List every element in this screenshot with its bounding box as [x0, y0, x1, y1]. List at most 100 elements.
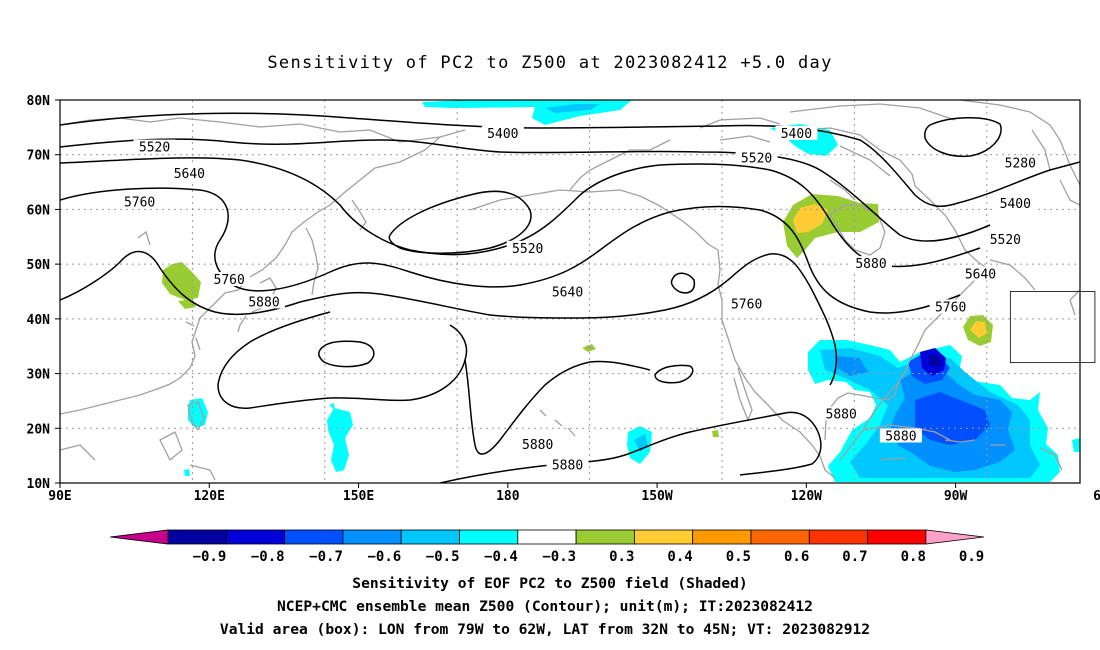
shade-atlantic-yellow: [970, 321, 987, 338]
contour-ring-small: [670, 272, 696, 294]
contour-label-bg: [725, 296, 768, 311]
contour-label: 5640: [174, 167, 205, 182]
contour-label-bg: [879, 428, 922, 443]
lon-label: 150W: [641, 489, 672, 504]
colorbar: −0.9 −0.8 −0.7 −0.6 −0.5 −0.4 −0.3 0.3 0.4 0.5 0.6…: [109, 529, 984, 565]
contour-label: 5880: [522, 438, 553, 453]
sensitivity-shading: [162, 100, 1080, 482]
lon-label: 180: [496, 489, 520, 504]
contour-label: 5880: [826, 408, 857, 423]
colorbar-swatch: [867, 529, 927, 545]
colorbar-swatch: [167, 529, 227, 545]
colorbar-label: −0.7: [309, 549, 343, 565]
colorbar-label: −0.3: [542, 549, 576, 565]
colorbar-label: 0.8: [901, 549, 926, 565]
contour-label-bg: [118, 194, 161, 209]
caption-line-3: Valid area (box): LON from 79W to 62W, L…: [220, 621, 870, 638]
colorbar-swatch: [808, 529, 868, 545]
map-frame: [59, 99, 1081, 484]
colorbar-swatch: [575, 529, 635, 545]
contour-label-bg: [516, 437, 559, 452]
lat-label: 50N: [27, 258, 51, 273]
map-panel: 5400 5400 5520 5520 5640 5760 5280 5400 5520 5640…: [27, 94, 1100, 504]
contour-label-bg: [850, 256, 893, 271]
shade-arctic-blue: [545, 104, 600, 113]
lon-axis: 90E 120E 150E 180 150W 120W 90W 60W: [48, 483, 1100, 504]
contour-label-bg: [506, 240, 549, 255]
shade-midpac-cyan2: [329, 403, 335, 410]
contour-label: 5640: [965, 268, 996, 283]
contour-5280: [924, 117, 1002, 158]
colorbar-swatch: [284, 529, 344, 545]
contour-5520-trough: [388, 190, 532, 254]
contour-label: 5760: [935, 300, 966, 315]
lat-label: 30N: [27, 368, 51, 383]
lat-label: 70N: [27, 149, 51, 164]
lon-label: 90W: [944, 489, 968, 504]
contour-label: 5400: [1000, 197, 1031, 212]
colorbar-swatch: [692, 529, 752, 545]
lat-label: 20N: [27, 422, 51, 437]
shade-hawaii-green: [582, 344, 596, 352]
shade-gulf-darkest: [928, 355, 940, 366]
colorbar-label: 0.6: [784, 549, 809, 565]
contour-label-bg: [959, 266, 1002, 281]
contour-label-bg: [133, 139, 176, 154]
caption-line-2: NCEP+CMC ensemble mean Z500 (Contour); u…: [277, 598, 813, 615]
contour-5520: [60, 138, 991, 242]
colorbar-swatch: [400, 529, 460, 545]
lat-label: 80N: [27, 94, 51, 109]
colorbar-label: −0.6: [367, 549, 401, 565]
contour-label: 5640: [552, 286, 583, 301]
contour-ring-west: [318, 340, 375, 368]
contour-5640: [60, 157, 981, 268]
colorbar-swatch: [634, 529, 694, 545]
contour-label-bg: [168, 165, 211, 180]
lon-label: 90E: [48, 489, 71, 504]
contour-label-bg: [999, 155, 1042, 170]
colorbar-low-arrow: [109, 529, 169, 545]
valid-area-box: [1009, 291, 1096, 364]
lon-label: 60W: [1093, 489, 1100, 504]
colorbar-label: 0.4: [667, 549, 692, 565]
shade-carib-cyan: [1072, 438, 1080, 452]
lon-label: 120E: [194, 489, 225, 504]
contour-label-bg: [984, 232, 1027, 247]
contour-5880-west: [60, 250, 838, 386]
contour-label-bg: [929, 299, 972, 314]
contour-label: 5280: [1005, 156, 1036, 171]
coastlines: [60, 100, 1080, 481]
contour-label: 5880: [248, 295, 279, 310]
contour-label-bg: [775, 125, 818, 140]
lon-label: 120W: [791, 489, 822, 504]
lon-label: 150E: [343, 489, 374, 504]
z500-contours: [60, 112, 1080, 483]
contour-ring-mid: [654, 364, 694, 384]
colorbar-high-arrow: [925, 529, 984, 545]
colorbar-swatch: [225, 529, 286, 545]
contour-label: 5400: [781, 127, 812, 142]
contour-label: 5520: [512, 242, 543, 257]
colorbar-label: 0.5: [726, 549, 751, 565]
contour-label: 5520: [990, 233, 1021, 248]
contour-label-bg: [208, 272, 251, 287]
contour-label: 5400: [487, 127, 518, 142]
contour-label: 5760: [731, 298, 762, 313]
colorbar-label: −0.4: [484, 549, 518, 565]
colorbar-swatch: [750, 529, 810, 545]
shade-midpac-cyan: [327, 408, 353, 472]
contour-5760: [60, 187, 961, 314]
lat-label: 40N: [27, 313, 51, 328]
contour-label-bg: [243, 294, 285, 309]
contour-label: 5760: [214, 273, 245, 288]
contour-label-bg: [481, 125, 524, 140]
colorbar-label: −0.5: [426, 549, 460, 565]
shade-gulf-blue: [908, 352, 990, 445]
contour-label-bg: [735, 150, 778, 165]
chart-title: Sensitivity of PC2 to Z500 at 2023082412…: [267, 53, 832, 73]
contour-5400-north: [60, 112, 1080, 208]
contour-labels: 5400 5400 5520 5520 5640 5760 5280 5400 5520 5640…: [118, 125, 1042, 473]
colorbar-swatch: [517, 529, 577, 545]
contour-label-bg: [546, 457, 589, 472]
contour-label: 5880: [552, 458, 583, 473]
